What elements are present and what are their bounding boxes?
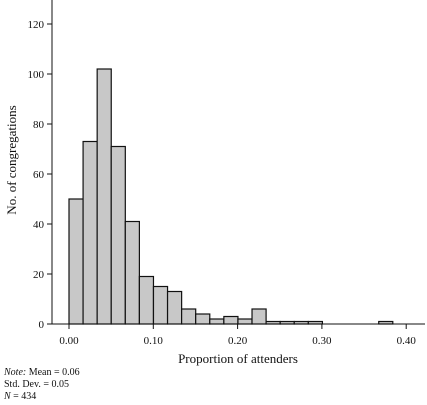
x-tick-label: 0.10 [144, 335, 164, 347]
note-sd: Std. Dev. = 0.05 [4, 379, 69, 390]
histogram-bar [166, 290, 183, 325]
histogram-bar [251, 308, 267, 325]
x-tick-label: 0.30 [312, 335, 332, 347]
x-axis-title: Proportion of attenders [178, 351, 298, 366]
y-tick-label: 100 [28, 69, 45, 81]
x-tick-label: 0.40 [397, 335, 417, 347]
histogram-bar [110, 145, 126, 325]
x-tick-label: 0.00 [59, 335, 79, 347]
note-label: Note: [4, 367, 27, 378]
y-tick-label: 60 [33, 169, 45, 181]
histogram-bar [96, 68, 112, 325]
histogram-bar [138, 275, 155, 325]
x-tick-label: 0.20 [228, 335, 248, 347]
y-tick-label: 0 [39, 319, 45, 331]
histogram-bar [209, 318, 225, 325]
note-mean-line: Note: Mean = 0.06 [4, 367, 80, 379]
y-axis-title: No. of congregations [4, 105, 19, 214]
histogram-bar [237, 318, 253, 325]
y-axis-ticks: 0 20 40 60 80 100 120 [28, 19, 52, 331]
histogram-bars [68, 68, 394, 325]
y-tick-label: 20 [33, 269, 45, 281]
histogram-bar [124, 220, 140, 325]
x-axis-ticks: 0.00 0.10 0.20 0.30 0.40 [59, 324, 416, 347]
y-tick-label: 120 [28, 19, 45, 31]
note-n-label: N [4, 391, 11, 402]
note-n-line: N = 434 [4, 391, 80, 403]
note-mean: Mean = 0.06 [28, 367, 80, 378]
histogram-bar [152, 285, 169, 325]
y-tick-label: 40 [33, 219, 45, 231]
note-n-value: = 434 [13, 391, 37, 402]
histogram-bar [68, 198, 84, 325]
histogram-bar [181, 308, 197, 325]
note-block: Note: Mean = 0.06 Std. Dev. = 0.05 N = 4… [4, 367, 80, 403]
y-tick-label: 80 [33, 119, 45, 131]
histogram-bar [223, 315, 239, 325]
histogram-bar [82, 140, 98, 325]
histogram-bar [195, 313, 211, 325]
